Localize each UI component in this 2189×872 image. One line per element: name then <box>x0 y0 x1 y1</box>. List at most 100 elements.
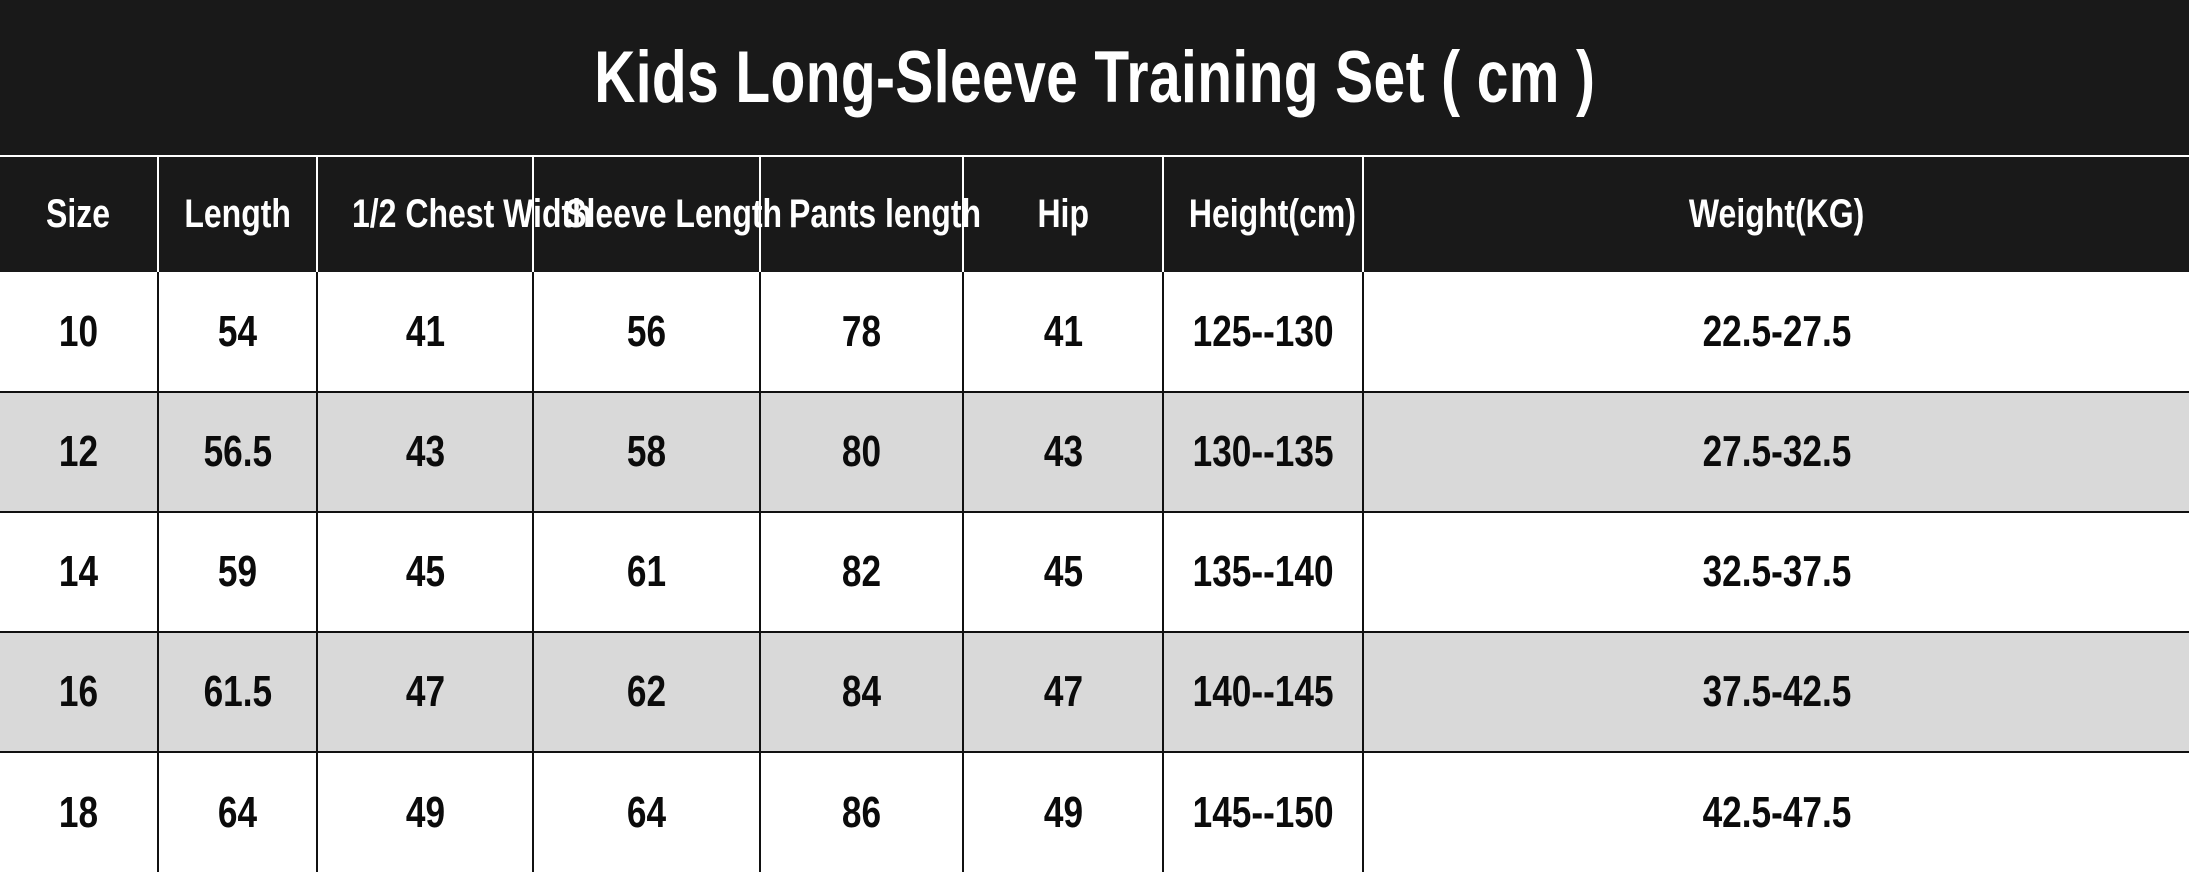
cell-length: 56.5 <box>158 392 318 513</box>
cell-length: 54 <box>158 272 318 393</box>
table-row: 10 54 41 56 78 41 125--130 22.5-27.5 <box>0 272 2189 393</box>
cell-value: 82 <box>841 547 882 596</box>
cell-weight: 27.5-32.5 <box>1363 392 2189 513</box>
column-header-label: Sleeve Length <box>565 192 783 236</box>
cell-value: 64 <box>626 787 667 837</box>
cell-weight: 32.5-37.5 <box>1363 512 2189 633</box>
cell-value: 61 <box>626 547 667 596</box>
cell-value: 45 <box>405 547 445 596</box>
column-header-weight: Weight(KG) <box>1363 157 2189 272</box>
cell-pants-length: 78 <box>760 272 964 393</box>
cell-chest-width: 45 <box>317 512 534 633</box>
cell-pants-length: 80 <box>760 392 964 513</box>
cell-value: 43 <box>1043 427 1083 476</box>
cell-sleeve-length: 61 <box>533 512 761 633</box>
page-title: Kids Long-Sleeve Training Set ( cm ) <box>593 37 1596 118</box>
column-header-label: 1/2 Chest Width <box>351 192 592 236</box>
cell-length: 59 <box>158 512 318 633</box>
table-row: 16 61.5 47 62 84 47 140--145 37.5-42.5 <box>0 632 2189 753</box>
cell-value: 49 <box>405 787 445 837</box>
table-row: 12 56.5 43 58 80 43 130--135 27.5-32.5 <box>0 392 2189 513</box>
cell-value: 47 <box>1043 667 1083 716</box>
cell-value: 42.5-47.5 <box>1702 787 1851 837</box>
column-header-label: Size <box>46 192 111 236</box>
cell-hip: 49 <box>963 752 1164 872</box>
cell-value: 125--130 <box>1192 306 1334 356</box>
table-row: 14 59 45 61 82 45 135--140 32.5-37.5 <box>0 512 2189 633</box>
column-header-size: Size <box>0 157 159 272</box>
cell-hip: 45 <box>963 512 1164 633</box>
cell-value: 59 <box>217 547 258 596</box>
size-table: Size Length 1/2 Chest Width Sleeve Lengt… <box>0 157 2189 872</box>
cell-hip: 43 <box>963 392 1164 513</box>
cell-sleeve-length: 56 <box>533 272 761 393</box>
column-header-hip: Hip <box>963 157 1164 272</box>
cell-value: 22.5-27.5 <box>1702 306 1851 356</box>
column-header-label: Hip <box>1037 192 1089 236</box>
cell-size: 10 <box>0 272 159 393</box>
cell-value: 45 <box>1043 547 1083 596</box>
cell-length: 64 <box>158 752 318 872</box>
cell-sleeve-length: 58 <box>533 392 761 513</box>
cell-value: 49 <box>1043 787 1083 837</box>
cell-sleeve-length: 64 <box>533 752 761 872</box>
cell-value: 54 <box>217 306 258 356</box>
cell-hip: 47 <box>963 632 1164 753</box>
cell-weight: 37.5-42.5 <box>1363 632 2189 753</box>
cell-value: 41 <box>405 306 445 356</box>
cell-value: 14 <box>58 547 99 596</box>
cell-value: 64 <box>217 787 258 837</box>
column-header-pants-length: Pants length <box>760 157 981 272</box>
cell-size: 14 <box>0 512 159 633</box>
cell-value: 62 <box>626 667 667 716</box>
cell-height: 135--140 <box>1163 512 1364 633</box>
cell-value: 41 <box>1043 306 1083 356</box>
cell-size: 18 <box>0 752 159 872</box>
cell-weight: 42.5-47.5 <box>1363 752 2189 872</box>
cell-value: 27.5-32.5 <box>1702 427 1851 476</box>
cell-hip: 41 <box>963 272 1164 393</box>
cell-size: 12 <box>0 392 159 513</box>
cell-value: 10 <box>58 306 99 356</box>
cell-chest-width: 43 <box>317 392 534 513</box>
table-body: 10 54 41 56 78 41 125--130 22.5-27.5 12 … <box>0 272 2189 872</box>
cell-pants-length: 86 <box>760 752 964 872</box>
cell-value: 56 <box>626 306 667 356</box>
column-header-height: Height(cm) <box>1163 157 1364 272</box>
cell-value: 84 <box>841 667 882 716</box>
cell-chest-width: 47 <box>317 632 534 753</box>
cell-height: 145--150 <box>1163 752 1364 872</box>
cell-value: 86 <box>841 787 882 837</box>
cell-height: 125--130 <box>1163 272 1364 393</box>
cell-value: 58 <box>626 427 667 476</box>
cell-height: 140--145 <box>1163 632 1364 753</box>
cell-value: 130--135 <box>1192 427 1334 476</box>
cell-value: 78 <box>841 306 882 356</box>
cell-chest-width: 41 <box>317 272 534 393</box>
column-header-label: Length <box>184 192 291 236</box>
cell-pants-length: 84 <box>760 632 964 753</box>
cell-value: 56.5 <box>203 427 272 476</box>
cell-chest-width: 49 <box>317 752 534 872</box>
cell-value: 140--145 <box>1192 667 1334 716</box>
cell-value: 80 <box>841 427 882 476</box>
cell-value: 32.5-37.5 <box>1702 547 1851 596</box>
cell-value: 145--150 <box>1192 787 1334 837</box>
column-header-label: Height(cm) <box>1188 192 1357 236</box>
cell-height: 130--135 <box>1163 392 1364 513</box>
cell-length: 61.5 <box>158 632 318 753</box>
header-row: Size Length 1/2 Chest Width Sleeve Lengt… <box>0 157 2189 272</box>
cell-size: 16 <box>0 632 159 753</box>
cell-value: 12 <box>58 427 99 476</box>
cell-value: 47 <box>405 667 445 716</box>
column-header-chest-width: 1/2 Chest Width <box>317 157 592 272</box>
chart-title-bar: Kids Long-Sleeve Training Set ( cm ) <box>0 0 2189 157</box>
column-header-label: Pants length <box>789 192 982 236</box>
column-header-length: Length <box>158 157 318 272</box>
cell-sleeve-length: 62 <box>533 632 761 753</box>
table-row: 18 64 49 64 86 49 145--150 42.5-47.5 <box>0 752 2189 872</box>
cell-weight: 22.5-27.5 <box>1363 272 2189 393</box>
cell-value: 37.5-42.5 <box>1702 667 1851 716</box>
column-header-sleeve-length: Sleeve Length <box>533 157 782 272</box>
